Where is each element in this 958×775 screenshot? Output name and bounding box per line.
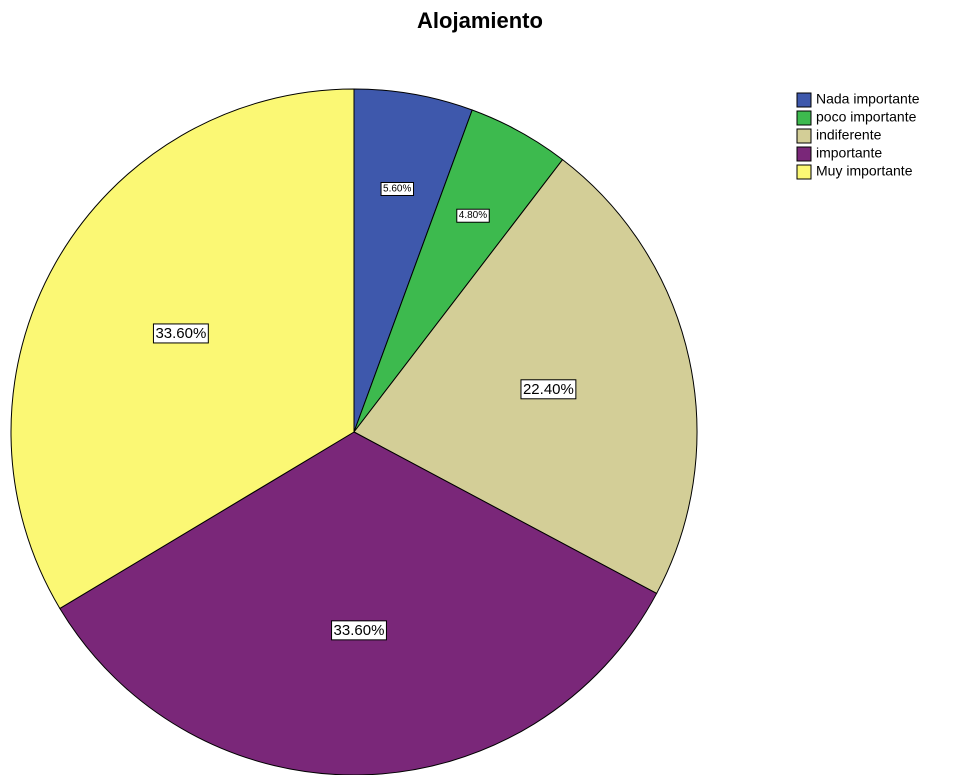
legend-label: Nada importante	[816, 91, 920, 107]
data-label-group: 4.80%	[456, 208, 490, 223]
data-label: 5.60%	[383, 183, 411, 194]
data-label-box	[152, 323, 209, 344]
legend-swatch	[796, 146, 812, 162]
pie-slice	[353, 158, 698, 595]
legend-label: importante	[816, 145, 882, 161]
data-label-group: 33.60%	[331, 620, 387, 641]
data-label: 22.40%	[523, 381, 574, 398]
legend-swatch	[796, 92, 812, 108]
data-label: 4.80%	[459, 210, 487, 221]
data-label: 33.60%	[155, 325, 206, 342]
legend-label: Muy importante	[816, 163, 913, 179]
chart-title: Alojamiento	[417, 8, 543, 33]
legend-swatch	[796, 128, 812, 144]
pie-slice	[10, 88, 355, 610]
data-label-box	[520, 379, 577, 400]
legend-label: poco importante	[816, 109, 917, 125]
legend-swatch	[796, 110, 812, 126]
data-label-group: 5.60%	[380, 181, 415, 196]
data-label-box	[380, 181, 415, 196]
legend-swatch	[796, 164, 812, 180]
data-label-group: 22.40%	[520, 379, 577, 400]
data-label: 33.60%	[334, 622, 385, 639]
legend-label: indiferente	[816, 127, 882, 143]
data-label-box	[331, 620, 387, 641]
data-label-box	[456, 208, 490, 223]
data-label-group: 33.60%	[152, 323, 209, 344]
